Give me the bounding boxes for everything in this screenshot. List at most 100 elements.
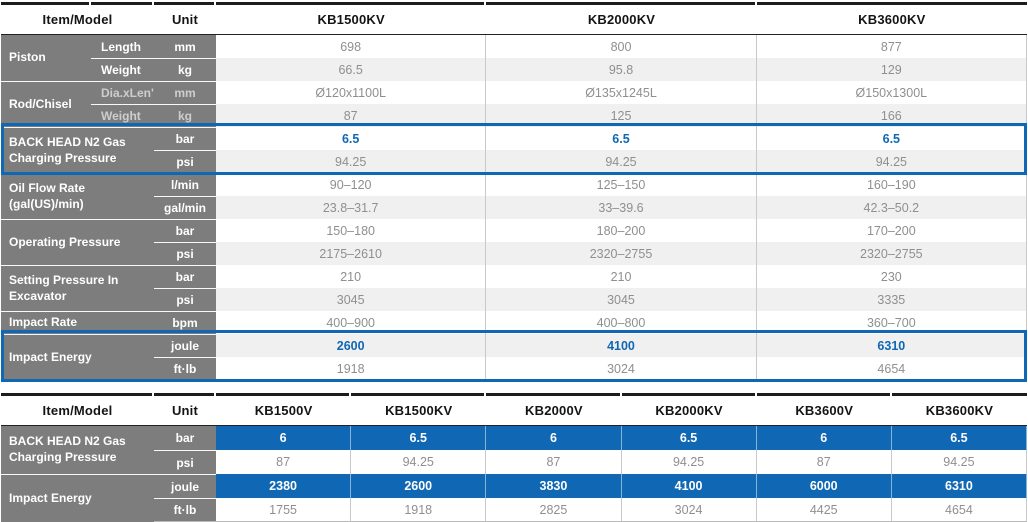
unit-label: l/min: [154, 173, 216, 196]
value-cell: 3024: [621, 498, 757, 522]
group-label: Setting Pressure In Excavator: [1, 265, 154, 311]
unit-label: bar: [154, 127, 216, 150]
unit-label: psi: [154, 150, 216, 173]
value-cell: 125–150: [486, 173, 757, 196]
unit-label: mm: [154, 35, 216, 58]
value-cell: 2600: [216, 334, 487, 357]
value-cell: Ø120x1100L: [216, 81, 487, 104]
top-rule-segment: [351, 393, 485, 396]
spec-table-kv-models: Item/Model Unit KB1500KV KB2000KV KB3600KV P…: [1, 2, 1027, 382]
value-cell: 877: [756, 35, 1027, 58]
model-header: KB2000V: [525, 403, 583, 418]
value-cell: 698: [216, 35, 487, 58]
value-cell: 2320–2755: [756, 242, 1027, 265]
top-rule-segment: [1, 393, 152, 396]
value-cell: 94.25: [351, 450, 487, 474]
value-cell: 210: [486, 265, 757, 288]
value-cell: 150–180: [216, 219, 487, 242]
top-rule: [1, 393, 1027, 396]
value-cell: 1918: [351, 498, 487, 522]
top-rule-segment: [621, 393, 755, 396]
value-cell: 23.8–31.7: [216, 196, 487, 219]
value-cell: 6000: [756, 474, 892, 498]
group-label: BACK HEAD N2 Gas Charging Pressure: [1, 127, 154, 173]
value-cell: 94.25: [891, 450, 1027, 474]
value-cell: 87: [216, 104, 487, 127]
top-rule-segment: [154, 2, 214, 5]
unit-header: Unit: [171, 403, 199, 418]
value-cell: 800: [486, 35, 757, 58]
unit-label: mm: [154, 81, 216, 104]
unit-label: psi: [154, 288, 216, 311]
value-cell: 4100: [621, 474, 757, 498]
value-cell: 6.5: [351, 426, 487, 450]
sub-label: Weight: [91, 104, 154, 127]
top-rule-segment: [216, 2, 485, 5]
unit-label: gal/min: [154, 196, 216, 219]
unit-label: bpm: [154, 311, 216, 334]
value-cell: 4654: [891, 498, 1027, 522]
value-cell: 400–800: [486, 311, 757, 334]
value-cell: 87: [486, 450, 622, 474]
top-rule-segment: [486, 393, 620, 396]
value-cell: 129: [756, 58, 1027, 81]
top-rule-segment: [486, 2, 755, 5]
item-model-header: Item/Model: [42, 403, 113, 418]
sub-label: Weight: [91, 58, 154, 81]
model-header: KB1500V: [254, 403, 313, 418]
value-cell: 1755: [216, 498, 352, 522]
value-cell: 3045: [486, 288, 757, 311]
unit-label: ft·lb: [154, 498, 216, 522]
value-cell: 6: [216, 426, 352, 450]
unit-label: bar: [154, 219, 216, 242]
unit-label: psi: [154, 450, 216, 474]
model-header: KB3600KV: [925, 403, 994, 418]
value-cell: 6310: [891, 474, 1027, 498]
value-cell: 160–190: [756, 173, 1027, 196]
top-rule: [1, 2, 1027, 5]
unit-header: Unit: [171, 12, 199, 27]
value-cell: 90–120: [216, 173, 487, 196]
value-cell: 2825: [486, 498, 622, 522]
value-cell: 4100: [486, 334, 757, 357]
value-cell: 6.5: [756, 127, 1027, 150]
value-cell: 210: [216, 265, 487, 288]
model-header: KB1500KV: [385, 403, 453, 418]
unit-label: kg: [154, 104, 216, 127]
group-label: Impact Energy: [1, 474, 154, 522]
sub-label: Dia.xLen': [91, 81, 154, 104]
value-cell: 2380: [216, 474, 352, 498]
value-cell: 360–700: [756, 311, 1027, 334]
group-label: Impact Rate: [1, 311, 154, 334]
model-header: KB3600V: [795, 403, 854, 418]
table-body: BACK HEAD N2 Gas Charging Pressure bar 6 6.…: [1, 425, 1027, 522]
value-cell: 33–39.6: [486, 196, 757, 219]
table-header-row: Item/Model Unit KB1500KV KB2000KV KB3600KV: [1, 5, 1027, 34]
value-cell: 2600: [351, 474, 487, 498]
value-cell: 170–200: [756, 219, 1027, 242]
value-cell: 6: [486, 426, 622, 450]
value-cell: 94.25: [756, 150, 1027, 173]
top-rule-segment: [216, 393, 350, 396]
value-cell: 6: [756, 426, 892, 450]
unit-label: bar: [154, 426, 216, 450]
top-rule-segment: [756, 393, 890, 396]
value-cell: Ø135x1245L: [486, 81, 757, 104]
value-cell: 94.25: [621, 450, 757, 474]
value-cell: 6.5: [216, 127, 487, 150]
unit-label: psi: [154, 242, 216, 265]
value-cell: 125: [486, 104, 757, 127]
model-header: KB2000KV: [587, 12, 656, 27]
value-cell: Ø150x1300L: [756, 81, 1027, 104]
model-header: KB1500KV: [317, 12, 385, 27]
unit-label: bar: [154, 265, 216, 288]
value-cell: 6.5: [486, 127, 757, 150]
value-cell: 2175–2610: [216, 242, 487, 265]
unit-label: joule: [154, 334, 216, 357]
table-header-row: Item/Model Unit KB1500V KB1500KV KB2000V KB20…: [1, 396, 1027, 425]
top-rule-segment: [756, 2, 1027, 5]
model-header: KB3600KV: [858, 12, 926, 27]
value-cell: 6.5: [621, 426, 757, 450]
value-cell: 3335: [756, 288, 1027, 311]
spec-table-v-kv-comparison: Item/Model Unit KB1500V KB1500KV KB2000V KB20…: [1, 393, 1027, 522]
